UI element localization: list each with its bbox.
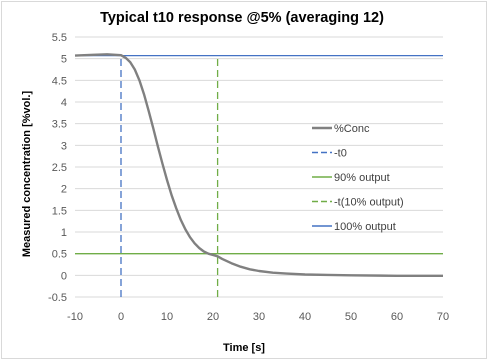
x-tick-label: 30	[253, 311, 265, 323]
series-layer	[74, 53, 443, 297]
y-tick-label: 0.5	[52, 249, 67, 261]
y-tick-label: 1	[61, 227, 67, 239]
y-axis-tick-labels: -0.5 0 0.5 1 1.5 2 2.5 3 3.5 4 4.5 5 5.5	[48, 32, 67, 304]
x-axis-title: Time [s]	[223, 342, 265, 354]
y-tick-label: 5	[61, 54, 67, 66]
legend-label: 100% output	[334, 221, 396, 233]
legend-label: -t(10% output)	[334, 197, 404, 209]
x-tick-label: 10	[161, 311, 173, 323]
legend: %Conc -t0 90% output -t(10% output) 100% out…	[312, 123, 404, 233]
x-tick-label: 50	[345, 311, 357, 323]
x-tick-label: 60	[391, 311, 403, 323]
y-axis-title: Measured concentration [%vol.]	[21, 91, 33, 258]
x-tick-label: 0	[118, 311, 124, 323]
y-tick-label: 3	[61, 140, 67, 152]
x-tick-label: 20	[207, 311, 219, 323]
y-tick-label: 2.5	[52, 162, 67, 174]
y-tick-label: -0.5	[48, 292, 67, 304]
x-tick-label: -10	[67, 311, 83, 323]
series-0-line	[74, 53, 443, 277]
legend-label: 90% output	[334, 172, 390, 184]
y-tick-label: 4	[61, 97, 67, 109]
legend-label: -t0	[334, 148, 347, 160]
y-tick-label: 0	[61, 270, 67, 282]
gridlines	[75, 36, 443, 298]
y-tick-label: 5.5	[52, 32, 67, 44]
y-tick-label: 2	[61, 184, 67, 196]
y-tick-label: 1.5	[52, 205, 67, 217]
x-tick-label: 70	[437, 311, 449, 323]
legend-label: %Conc	[334, 123, 370, 135]
y-tick-label: 3.5	[52, 119, 67, 131]
x-axis-tick-labels: -10 0 10 20 30 40 50 60 70	[67, 311, 449, 323]
y-tick-label: 4.5	[52, 75, 67, 87]
x-tick-label: 40	[299, 311, 311, 323]
chart-title: Typical t10 response @5% (averaging 12)	[100, 10, 384, 26]
